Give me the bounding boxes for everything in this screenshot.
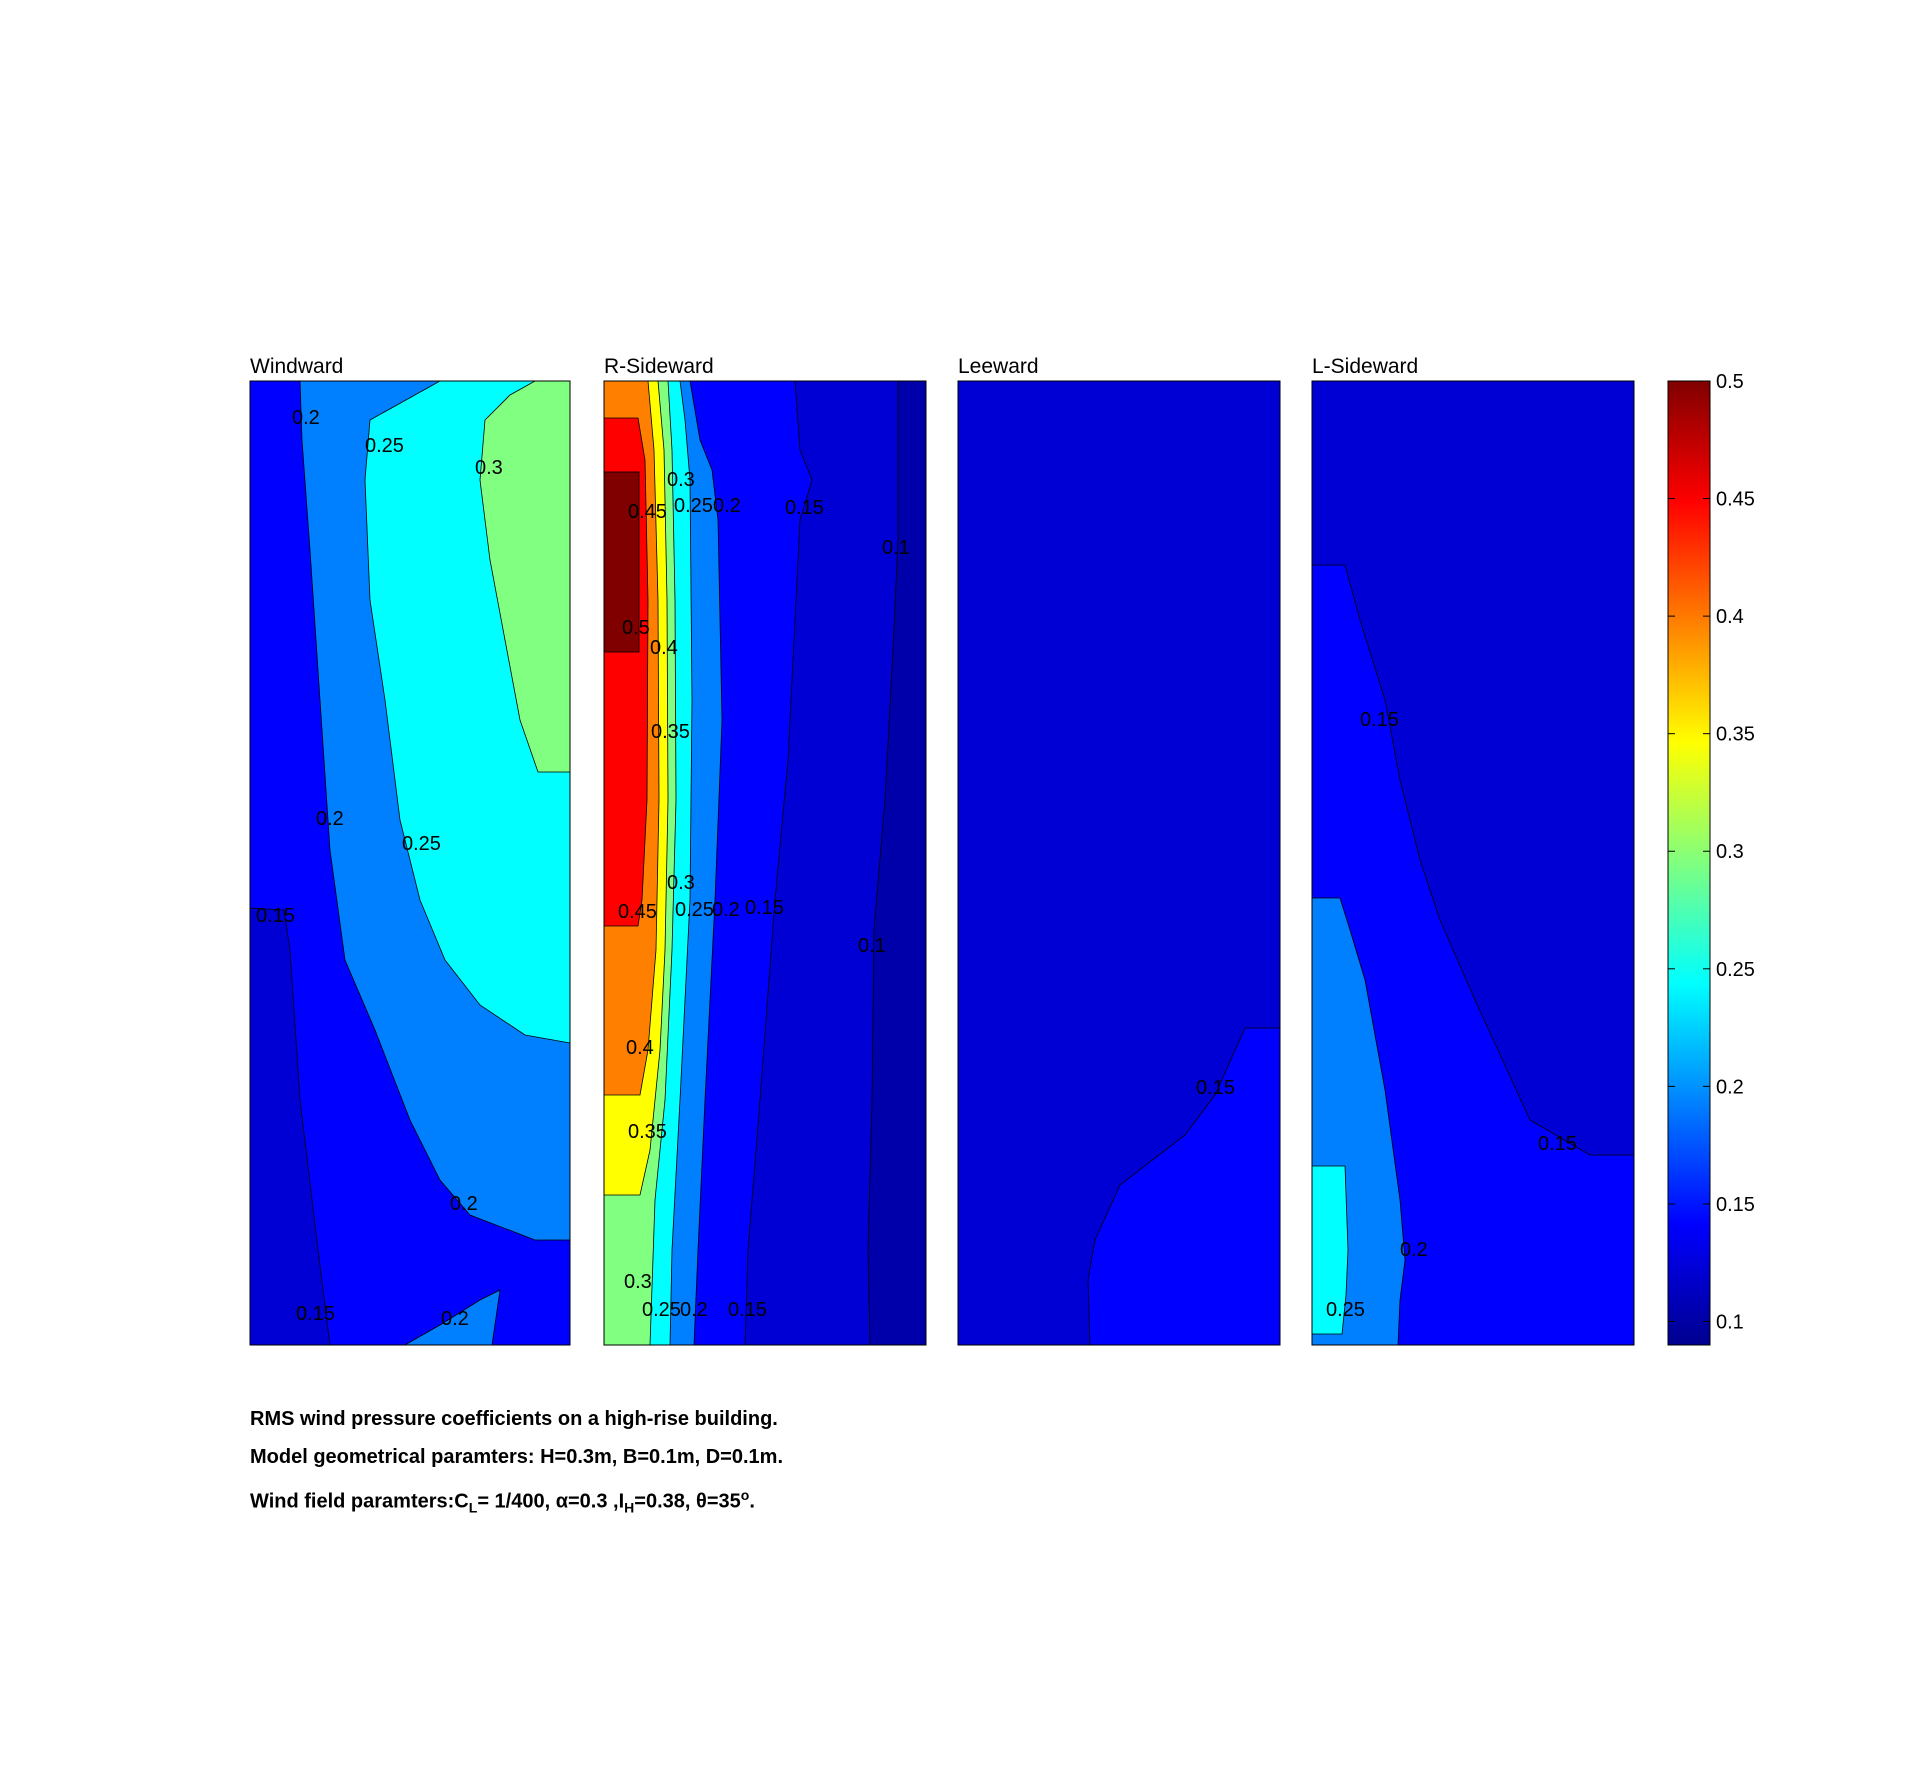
contour-label: 0.25 [642, 1299, 681, 1321]
contour-label: 0.4 [650, 637, 678, 659]
contour-label: 0.1 [858, 935, 886, 957]
contour-label: 0.15 [1196, 1077, 1235, 1099]
panel-r-sideward [604, 381, 926, 1345]
colorbar: 0.1 0.15 0.2 0.25 0.3 0.35 0.4 0.45 0.5 [1667, 371, 1755, 1346]
panel-title-r-sideward: R-Sideward [604, 355, 714, 378]
caption-line-3-b: = 1/400, α=0.3 ,I [477, 1490, 625, 1513]
lside-band-0.25 [1312, 1165, 1349, 1335]
colorbar-tick-label: 0.15 [1716, 1194, 1755, 1216]
contour-label: 0.2 [292, 407, 320, 429]
caption-line-3-c-sup: o [740, 1487, 750, 1503]
caption-line-2: Model geometrical paramters: H=0.3m, B=0… [250, 1446, 783, 1468]
panel-l-sideward [1312, 381, 1634, 1345]
contour-label: 0.25 [402, 833, 441, 855]
panel-title-leeward: Leeward [958, 355, 1039, 378]
colorbar-tick-label: 0.25 [1716, 959, 1755, 981]
caption-line-3-a-sub: L [468, 1499, 478, 1516]
colorbar-tick-label: 0.3 [1716, 841, 1744, 863]
contour-label: 0.45 [618, 901, 657, 923]
panel-title-l-sideward: L-Sideward [1312, 355, 1418, 378]
figure-caption: RMS wind pressure coefficients on a high… [250, 1400, 783, 1516]
r-sideward-frame [603, 380, 927, 1346]
contour-label: 0.15 [296, 1303, 335, 1325]
colorbar-ticks: 0.1 0.15 0.2 0.25 0.3 0.35 0.4 0.45 0.5 [1668, 371, 1755, 1333]
contour-label: 0.15 [745, 897, 784, 919]
contour-label: 0.3 [475, 457, 503, 479]
caption-line-3: Wind field paramters:CL= 1/400, α=0.3 ,I… [250, 1476, 783, 1516]
leeward-band-0.15 [1087, 1027, 1280, 1345]
caption-line-3-a: Wind field paramters:C [250, 1490, 469, 1513]
rside-band-0.5 [604, 471, 640, 653]
caption-line-3-c: =0.38, θ=35 [634, 1490, 741, 1513]
contour-label: 0.2 [441, 1308, 469, 1330]
contour-label: 0.2 [1400, 1239, 1428, 1261]
contour-label: 0.15 [785, 497, 824, 519]
panel-leeward [958, 381, 1280, 1345]
contour-label: 0.35 [628, 1121, 667, 1143]
contour-label: 0.25 [1326, 1299, 1365, 1321]
contour-label: 0.1 [882, 537, 910, 559]
contour-label: 0.15 [1360, 709, 1399, 731]
contour-label: 0.5 [622, 617, 650, 639]
contour-labels: 0.2 0.25 0.3 0.2 0.25 0.15 0.2 0.15 0.2 … [256, 407, 1577, 1330]
contour-label: 0.3 [624, 1271, 652, 1293]
contour-label: 0.15 [256, 905, 295, 927]
colorbar-tick-label: 0.2 [1716, 1076, 1744, 1098]
contour-label: 0.15 [1538, 1133, 1577, 1155]
caption-line-3-b-sub: H [624, 1499, 635, 1516]
contour-label: 0.2 [680, 1299, 708, 1321]
caption-line-3-d: . [749, 1490, 755, 1513]
caption-line-1: RMS wind pressure coefficients on a high… [250, 1408, 778, 1430]
colorbar-tick-label: 0.35 [1716, 724, 1755, 746]
colorbar-tick-label: 0.4 [1716, 606, 1744, 628]
colorbar-tick-label: 0.1 [1716, 1311, 1744, 1333]
leeward-frame [957, 380, 1281, 1346]
contour-label: 0.2 [450, 1193, 478, 1215]
contour-label: 0.25 [365, 435, 404, 457]
contour-label: 0.2 [712, 899, 740, 921]
colorbar-tick-label: 0.5 [1716, 371, 1744, 393]
windward-band-0.3 [479, 381, 570, 773]
contour-label: 0.3 [667, 872, 695, 894]
contour-label: 0.25 [675, 899, 714, 921]
colorbar-gradient [1667, 380, 1711, 1346]
panel-windward [250, 381, 570, 1345]
contour-label: 0.2 [713, 495, 741, 517]
windward-island-0.2 [404, 1289, 501, 1345]
panel-title-windward: Windward [250, 355, 343, 378]
contour-label: 0.4 [626, 1037, 654, 1059]
colorbar-tick-label: 0.45 [1716, 489, 1755, 511]
contour-label: 0.15 [728, 1299, 767, 1321]
contour-label: 0.35 [651, 721, 690, 743]
contour-label: 0.25 [674, 495, 713, 517]
contour-label: 0.2 [316, 808, 344, 830]
contour-label: 0.45 [628, 501, 667, 523]
l-sideward-frame [1311, 380, 1635, 1346]
windward-frame [249, 380, 571, 1346]
contour-label: 0.3 [667, 469, 695, 491]
